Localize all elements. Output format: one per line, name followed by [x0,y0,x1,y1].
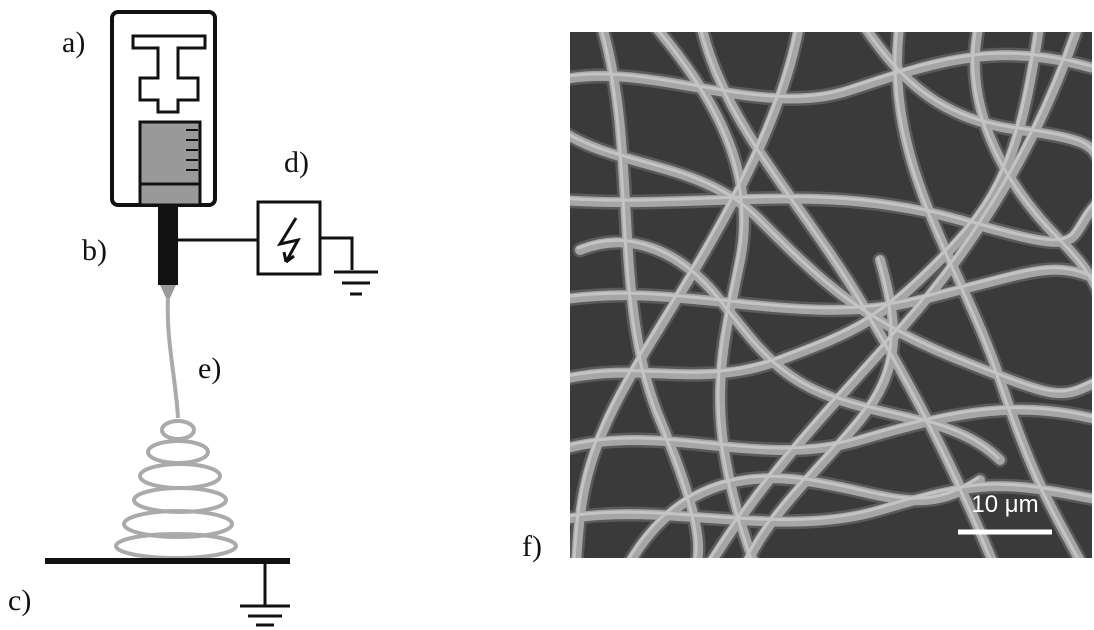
plunger [133,36,205,112]
needle-tip [160,285,176,298]
power-supply [258,202,320,274]
barrel [140,122,200,184]
spiral [116,421,236,558]
barrel-tip [140,184,200,205]
label: f) [522,530,542,563]
jet [168,298,178,418]
label: a) [62,26,85,59]
scale-bar-label: 10 μm [971,491,1038,518]
label: c) [8,584,31,617]
label: b) [82,234,107,267]
ground [334,272,378,294]
label: e) [198,352,221,385]
wire [320,238,352,270]
label: d) [284,146,309,179]
diagram: 10 μm a) b) c) d) e) f) [0,0,1094,630]
needle [158,205,178,285]
ground [240,564,290,625]
